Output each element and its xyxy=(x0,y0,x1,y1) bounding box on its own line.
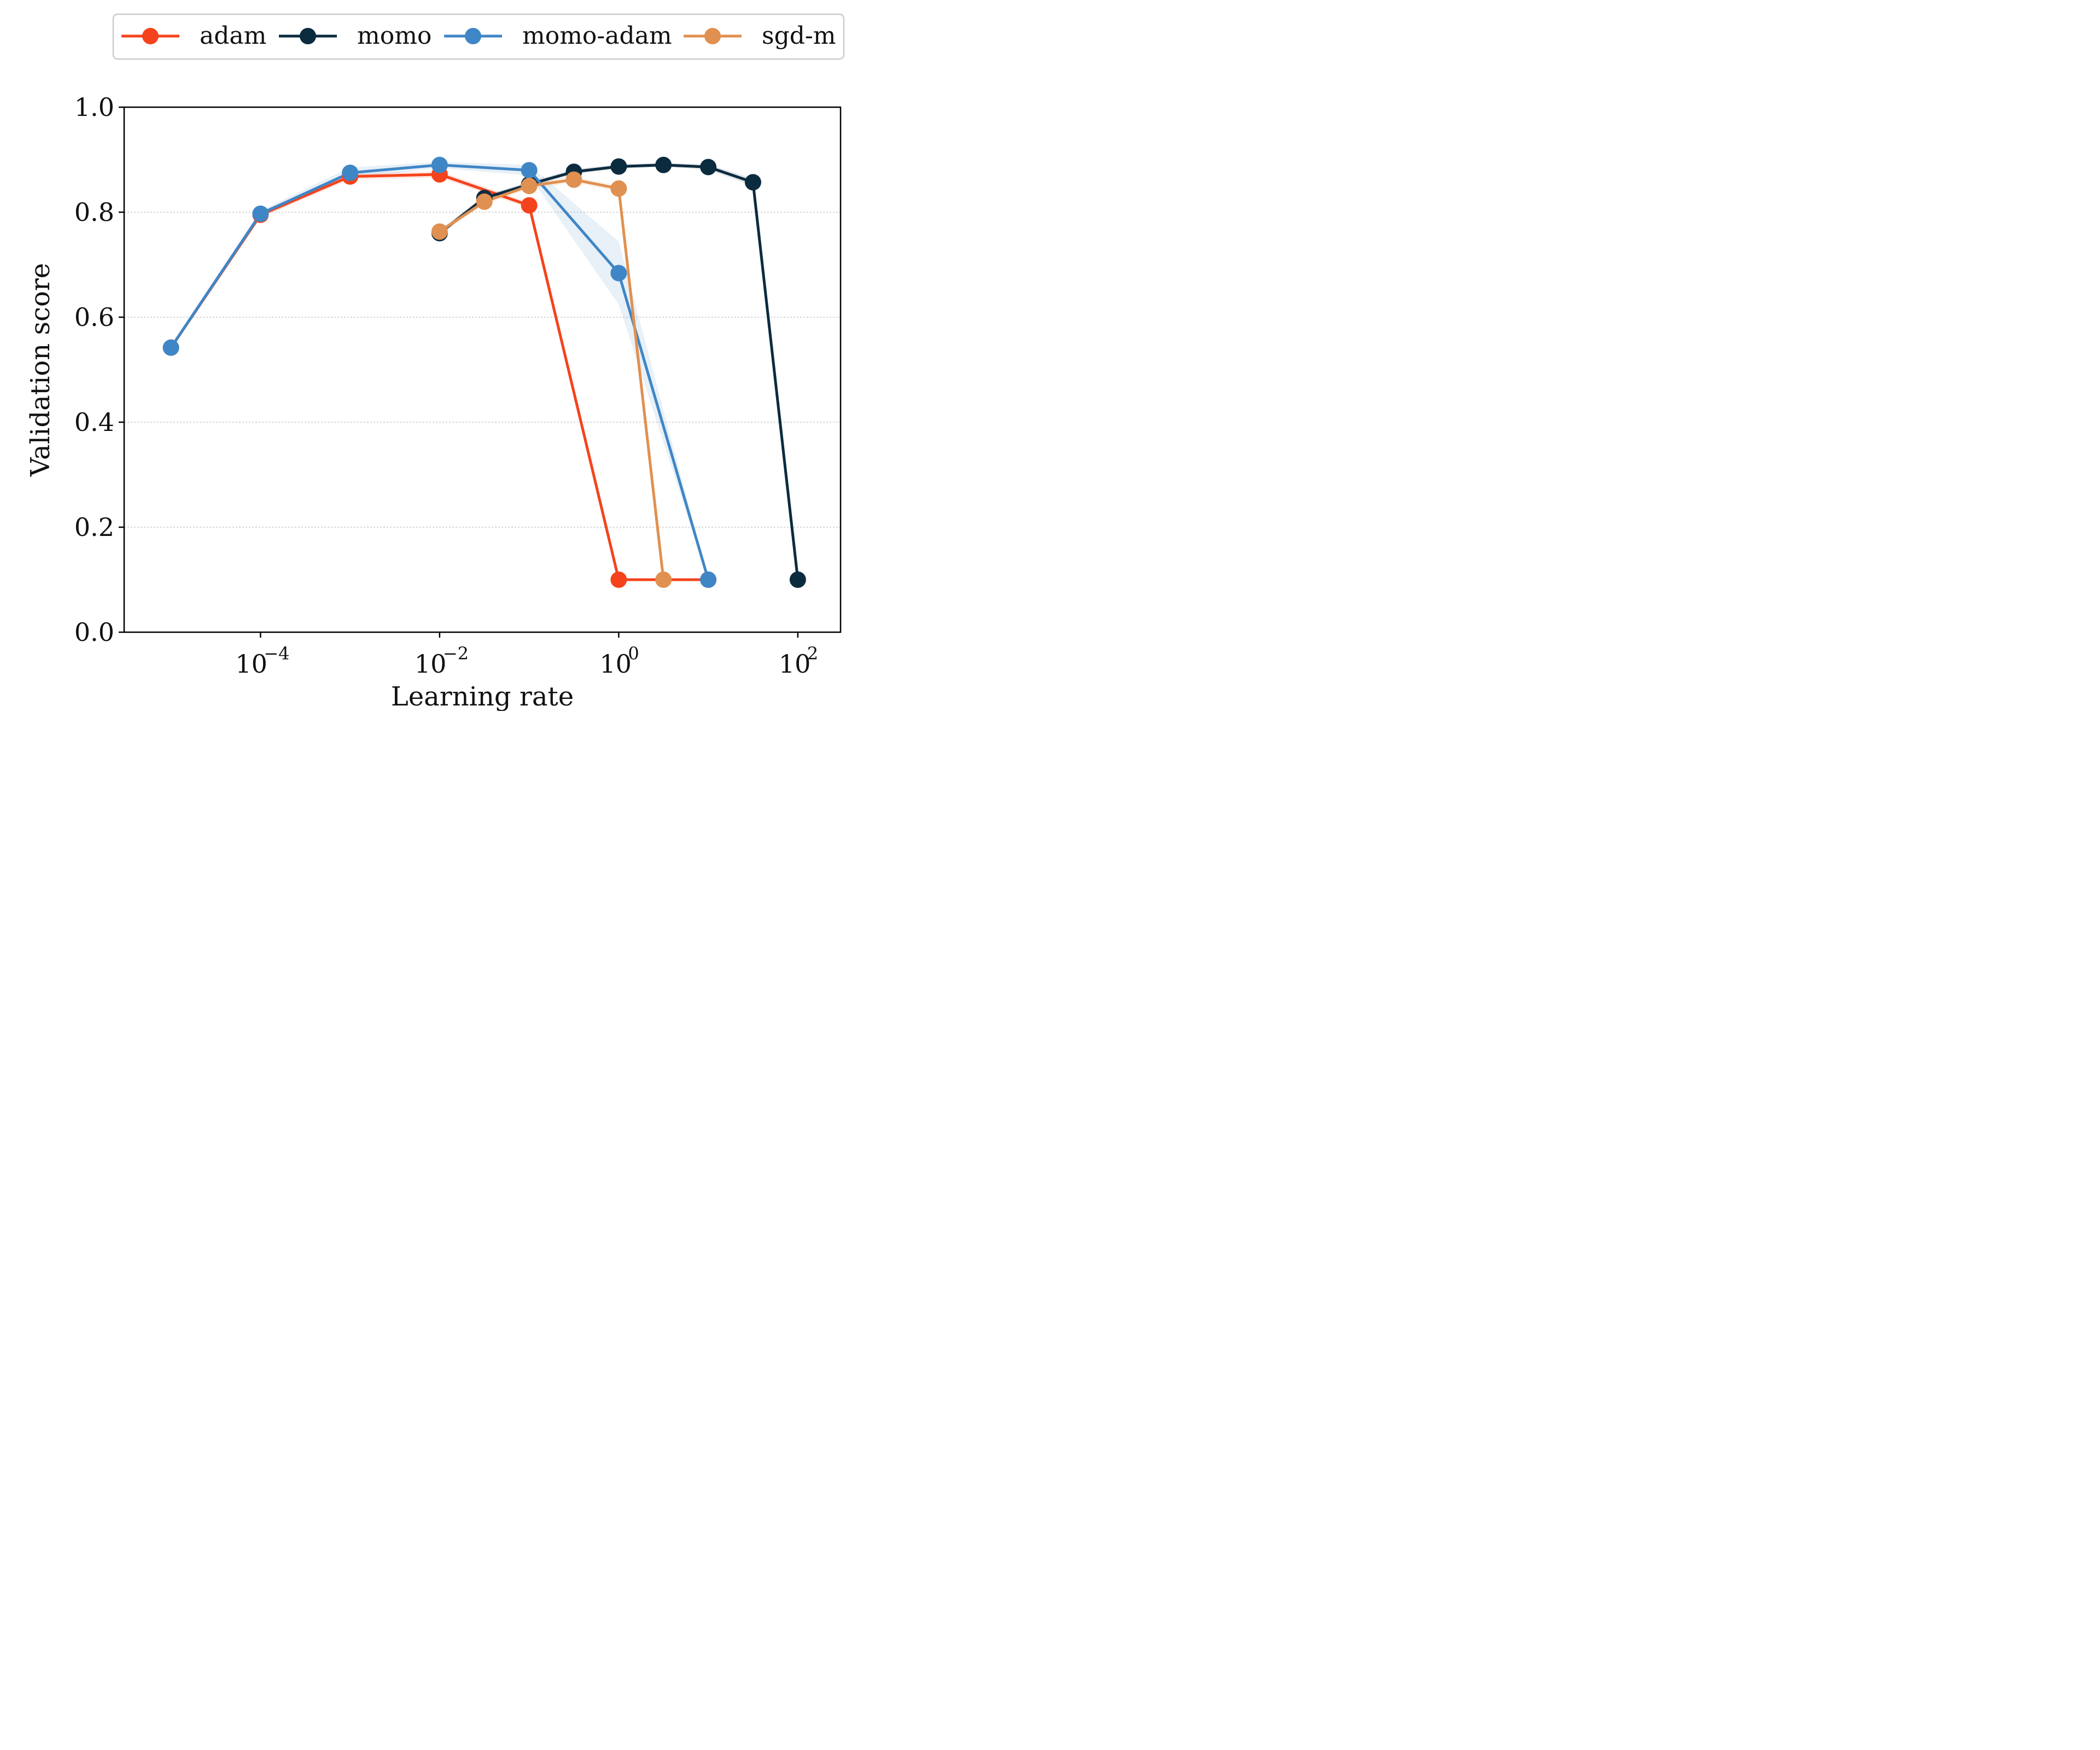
legend-marker xyxy=(142,28,159,44)
x-tick-base: 10 xyxy=(779,649,811,679)
y-tick-label: 0.2 xyxy=(74,512,114,542)
grid-lines xyxy=(124,212,841,528)
point-sgd-m xyxy=(476,193,493,210)
x-tick-exponent: 2 xyxy=(807,643,818,664)
point-sgd-m xyxy=(521,178,538,194)
point-momo xyxy=(655,156,672,173)
point-adam xyxy=(521,197,538,214)
y-tick-label: 0.0 xyxy=(74,617,114,647)
point-momo-adam xyxy=(252,205,269,222)
y-tick-label: 1.0 xyxy=(74,92,114,122)
band-momo xyxy=(439,162,798,580)
x-tick-base: 10 xyxy=(415,649,447,679)
x-tick-exponent: 0 xyxy=(628,643,639,664)
x-tick-label: 10−4 xyxy=(235,643,289,679)
confidence-bands xyxy=(171,161,798,581)
point-momo-adam xyxy=(521,162,538,179)
plot-frame xyxy=(123,106,842,633)
x-tick-label: 100 xyxy=(599,643,639,679)
x-tick-label: 102 xyxy=(779,643,818,679)
band-sgd-m xyxy=(439,176,664,580)
point-momo xyxy=(700,159,717,176)
legend-label: momo xyxy=(357,22,431,50)
x-tick-label: 10−2 xyxy=(415,643,469,679)
point-momo-adam xyxy=(342,165,359,181)
point-momo xyxy=(789,571,806,588)
x-axis-label: Learning rate xyxy=(391,681,574,711)
point-momo-adam xyxy=(162,339,179,356)
legend: adam momo momo-adam sgd-m xyxy=(112,13,845,60)
series-points xyxy=(162,156,806,588)
y-tick-label: 0.8 xyxy=(74,197,114,227)
point-momo xyxy=(744,174,761,191)
chart: 10−4 10−2 100 102 0.00.20.40.60.81.0 Learni… xyxy=(25,13,845,711)
series-lines xyxy=(170,164,800,581)
legend-label: sgd-m xyxy=(762,22,836,50)
point-adam xyxy=(610,571,627,588)
legend-marker xyxy=(465,28,481,44)
y-tick-label: 0.4 xyxy=(74,407,114,437)
legend-item-sgd-m: sgd-m xyxy=(684,22,836,50)
legend-label: momo-adam xyxy=(522,22,672,50)
legend-item-momo-adam: momo-adam xyxy=(444,22,672,50)
point-momo-adam xyxy=(700,571,717,588)
x-tick-base: 10 xyxy=(599,649,632,679)
legend-item-adam: adam xyxy=(121,22,266,50)
legend-label: adam xyxy=(200,22,266,50)
y-axis-label: Validation score xyxy=(25,263,56,477)
series-line-momo xyxy=(439,164,800,580)
point-sgd-m xyxy=(565,171,582,188)
point-momo-adam xyxy=(610,265,627,282)
series-line-sgd-m xyxy=(439,178,665,580)
point-sgd-m xyxy=(610,180,627,197)
legend-marker xyxy=(300,28,316,44)
legend-item-momo: momo xyxy=(279,22,431,50)
x-axis-ticks: 10−4 10−2 100 102 xyxy=(235,632,818,679)
point-sgd-m xyxy=(431,223,448,240)
y-tick-label: 0.6 xyxy=(74,302,114,332)
x-tick-exponent: −2 xyxy=(443,643,469,664)
legend-marker xyxy=(704,28,721,44)
point-sgd-m xyxy=(655,571,672,588)
y-axis-ticks: 0.0 0.2 0.4 0.6 0.8 1.0 xyxy=(74,92,124,647)
point-momo xyxy=(610,158,627,175)
point-momo-adam xyxy=(431,156,448,173)
x-tick-base: 10 xyxy=(235,649,267,679)
x-tick-exponent: −4 xyxy=(264,643,289,664)
